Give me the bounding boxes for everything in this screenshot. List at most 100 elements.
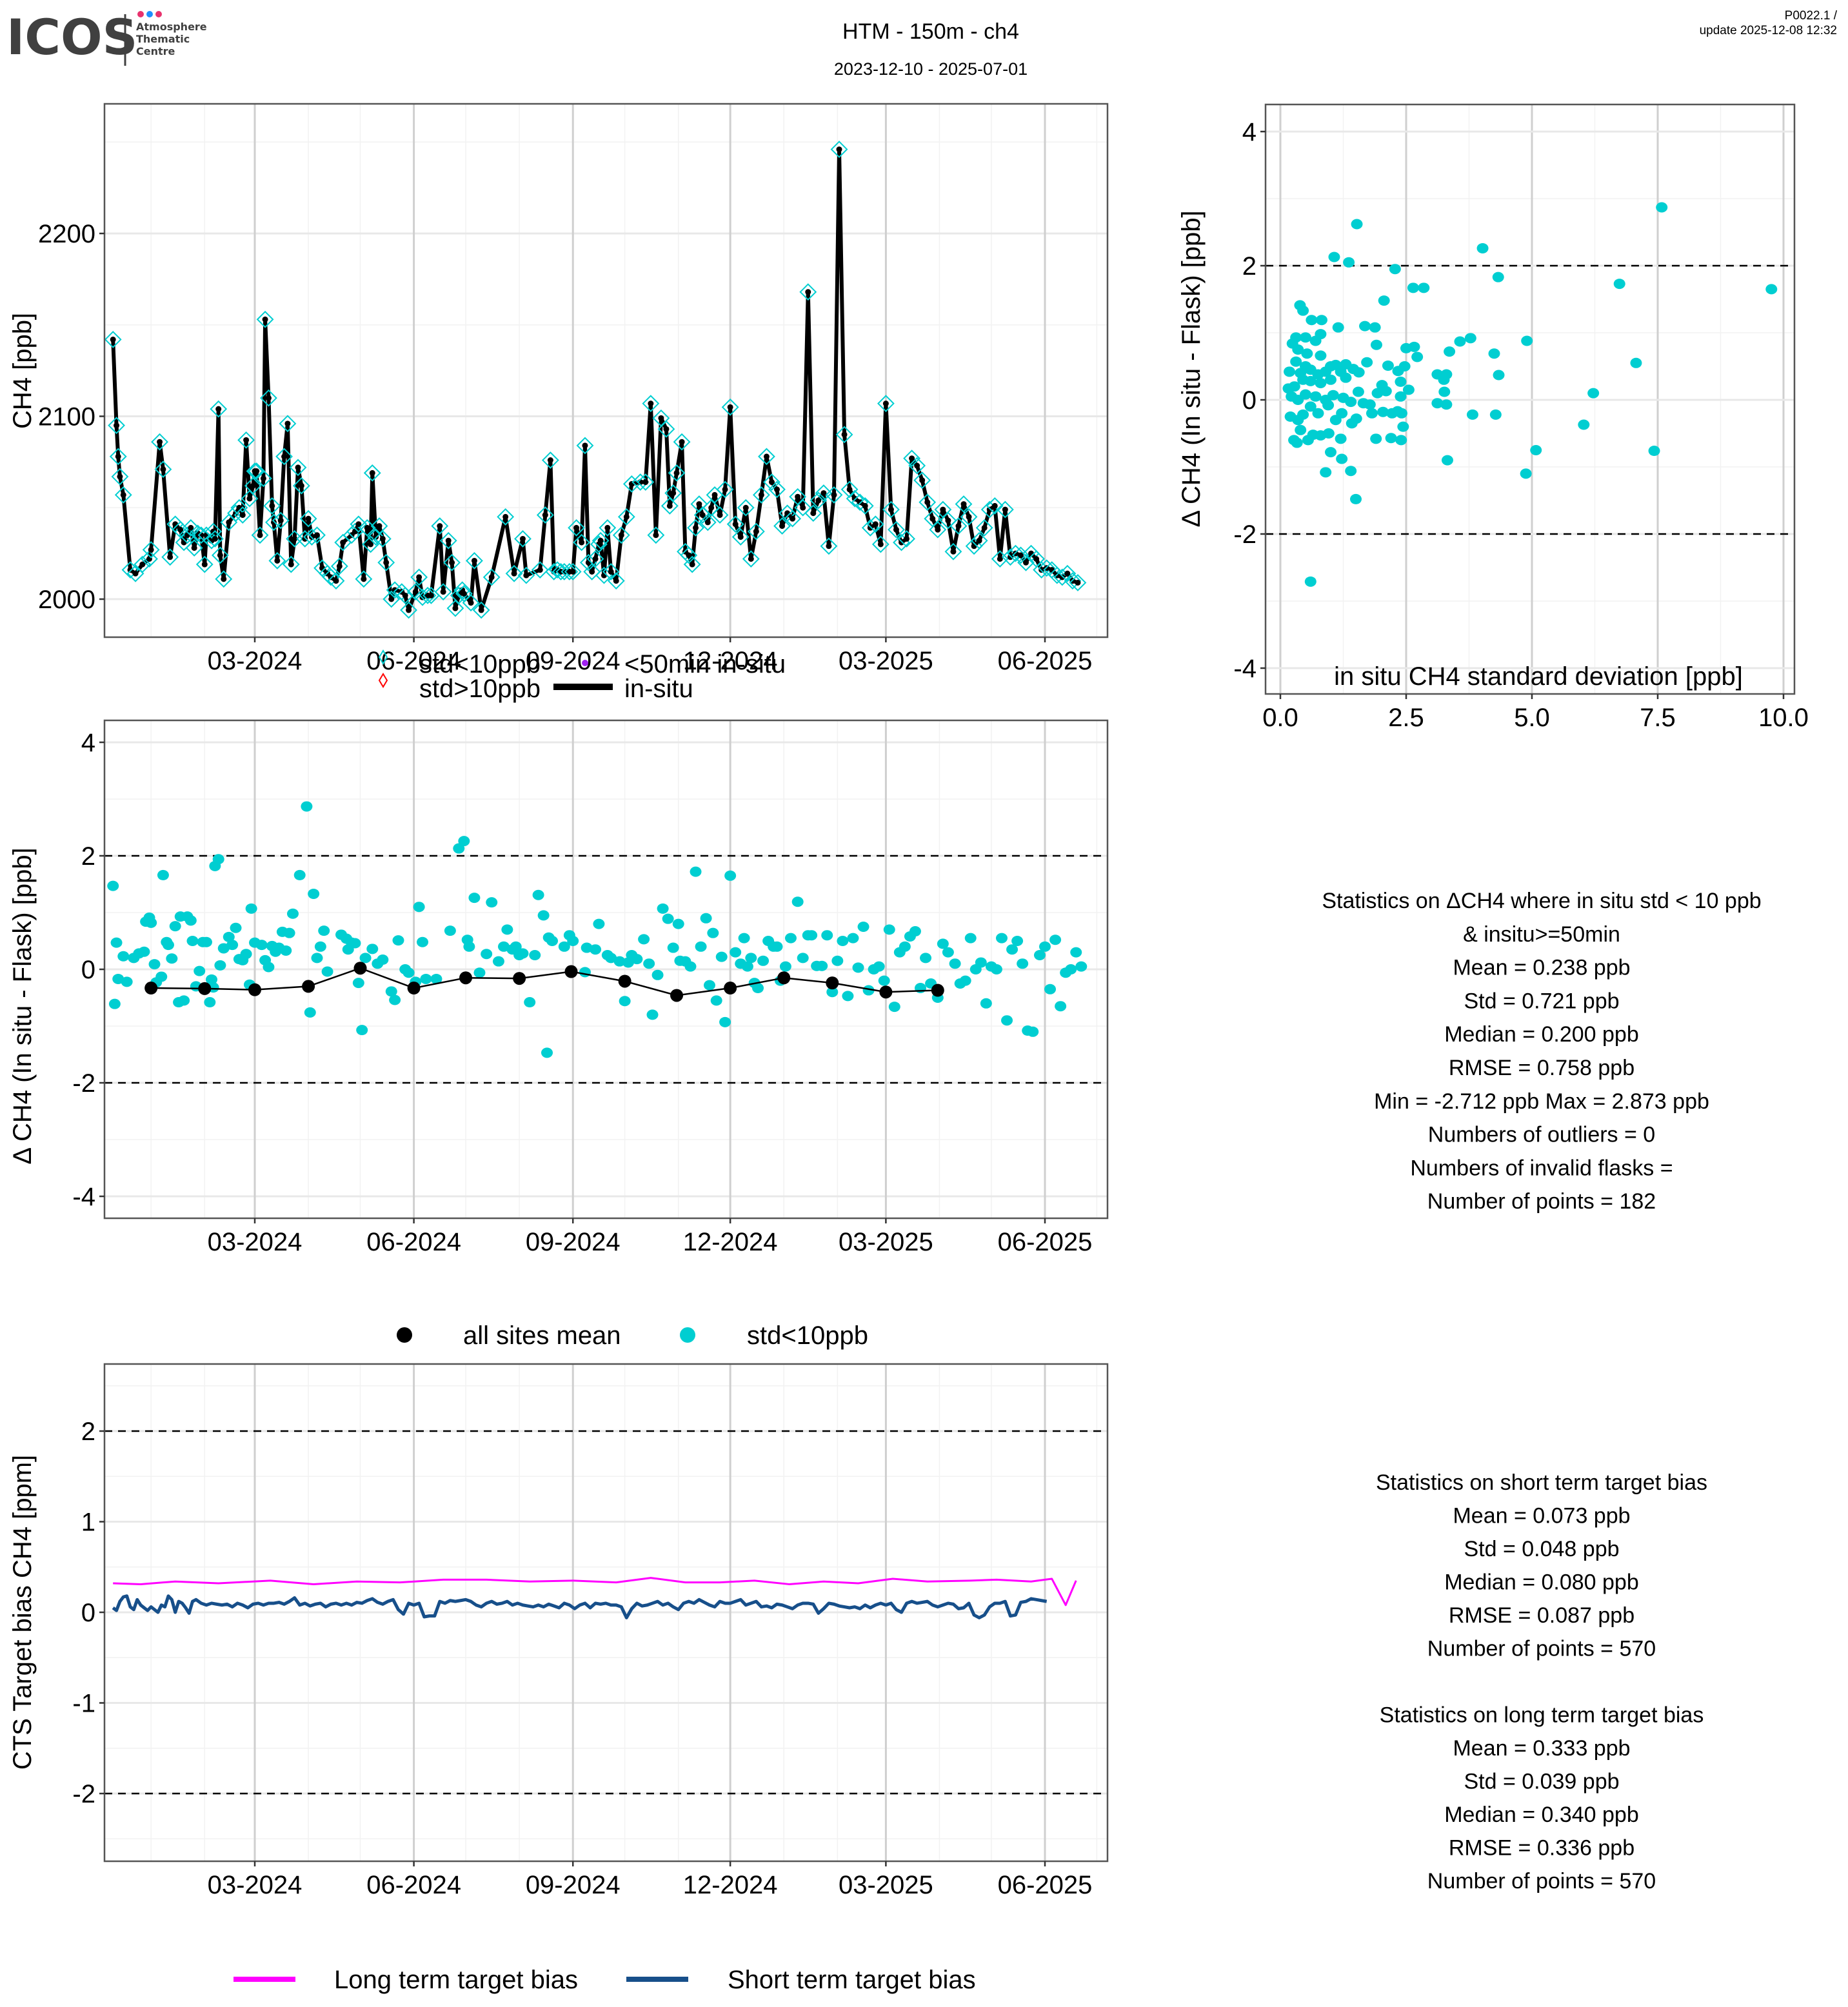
insitu-point: [402, 592, 408, 598]
delta-timeseries-chart: 03-2024 06-2024 09-2024 12-2024 03-2025 06-20…: [8, 719, 1109, 1350]
flask-diamond: [154, 460, 172, 479]
delta-point: [752, 983, 764, 994]
scatter-point: [1476, 242, 1489, 253]
flask-diamond: [687, 519, 704, 537]
scatter-point: [1366, 408, 1378, 419]
stats-line: Mean = 0.333 ppb: [1453, 1736, 1630, 1761]
delta-point: [745, 953, 757, 964]
delta-point: [779, 961, 791, 972]
flask-diamond: [699, 513, 717, 531]
flask-diamond: [924, 509, 942, 528]
delta-point: [217, 943, 230, 954]
flask-diamond: [172, 520, 190, 539]
flask-diamond: [825, 486, 843, 504]
scatter-point: [1315, 378, 1327, 388]
insitu-point: [1064, 570, 1071, 577]
flask-diamond: [996, 500, 1014, 519]
insitu-point: [292, 535, 298, 542]
logo-dot: [155, 11, 162, 17]
delta-point: [417, 936, 429, 947]
scatter-point: [1300, 389, 1311, 400]
insitu-point: [253, 468, 260, 475]
insitu-point: [836, 146, 842, 153]
scatter-point: [1489, 409, 1502, 420]
flask-diamond: [789, 488, 807, 506]
delta-point: [117, 951, 130, 962]
flask-diamond: [970, 531, 988, 549]
insitu-point: [233, 510, 239, 517]
flask-diamond: [446, 599, 464, 617]
insitu-point: [148, 546, 154, 553]
flask-diamond: [758, 448, 775, 466]
delta-point: [816, 960, 828, 971]
insitu-point: [1023, 559, 1029, 566]
delta-point: [1055, 1001, 1067, 1012]
flask-diamond: [607, 572, 625, 590]
scatter-point: [1288, 381, 1300, 392]
insitu-point: [960, 501, 967, 508]
flask-diamond: [161, 548, 179, 566]
flask-diamond: [934, 500, 952, 519]
flask-diamond: [919, 493, 937, 511]
delta-point: [458, 836, 470, 847]
stats-line: RMSE = 0.336 ppb: [1449, 1836, 1634, 1861]
insitu-point: [274, 557, 281, 564]
flask-diamond: [1058, 564, 1077, 582]
scatter-point: [1364, 399, 1376, 410]
insitu-point: [919, 477, 926, 484]
delta-point: [214, 960, 226, 971]
y-tick-label: 0: [1242, 386, 1257, 415]
delta-point: [888, 1002, 900, 1013]
insitu-point: [1017, 552, 1024, 559]
legend-symbol-short-insitu: [582, 660, 588, 666]
insitu-point: [1033, 556, 1040, 562]
flask-diamond: [1038, 559, 1056, 577]
insitu-point: [742, 504, 749, 511]
flask-diamond: [861, 519, 879, 537]
insitu-point: [333, 578, 339, 584]
stats-line: & insitu>=50min: [1463, 922, 1620, 947]
delta-point: [1006, 944, 1018, 955]
insitu-point: [352, 528, 358, 535]
scatter-point: [1370, 433, 1382, 444]
scatter-point: [1385, 433, 1397, 444]
x-tick-label: 09-2024: [526, 1871, 621, 1899]
flask-diamond: [903, 450, 921, 468]
y-tick-label: 4: [1242, 118, 1257, 146]
x-tick-label: 03-2024: [208, 1228, 303, 1256]
insitu-point: [305, 515, 312, 522]
insitu-point: [246, 495, 253, 502]
delta-point: [145, 917, 157, 928]
insitu-point: [452, 605, 459, 611]
flask-diamond: [568, 519, 585, 537]
delta-point: [791, 896, 804, 907]
flask-diamond: [1048, 566, 1066, 584]
insitu-point: [215, 406, 222, 412]
insitu-point: [416, 574, 422, 580]
stats-line: Number of points = 570: [1427, 1869, 1656, 1893]
flask-diamond: [303, 528, 321, 546]
delta-point: [366, 944, 379, 954]
delta-point: [831, 955, 844, 966]
flask-diamond: [799, 283, 817, 301]
x-tick-label: 10.0: [1758, 704, 1809, 732]
delta-point: [638, 934, 650, 945]
delta-point: [959, 975, 971, 986]
flask-diamond: [576, 437, 594, 455]
logo-sub-line: Centre: [136, 45, 175, 57]
flask-diamond: [893, 533, 910, 551]
stats-line: Mean = 0.073 ppb: [1453, 1504, 1630, 1528]
insitu-point: [236, 504, 243, 511]
flask-diamond: [251, 526, 269, 544]
scatter-point: [1350, 493, 1362, 504]
insitu-point: [488, 574, 495, 580]
delta-point: [194, 965, 206, 976]
insitu-point: [373, 534, 379, 540]
flask-diamond: [541, 451, 559, 469]
scatter-point: [1613, 279, 1625, 290]
scatter-point: [1587, 388, 1600, 399]
flask-diamond: [279, 415, 297, 433]
flask-diamond: [330, 557, 348, 575]
legend: std<10ppb <50min in-situ std>10ppb in-si…: [378, 649, 786, 703]
insitu-point: [763, 453, 770, 460]
